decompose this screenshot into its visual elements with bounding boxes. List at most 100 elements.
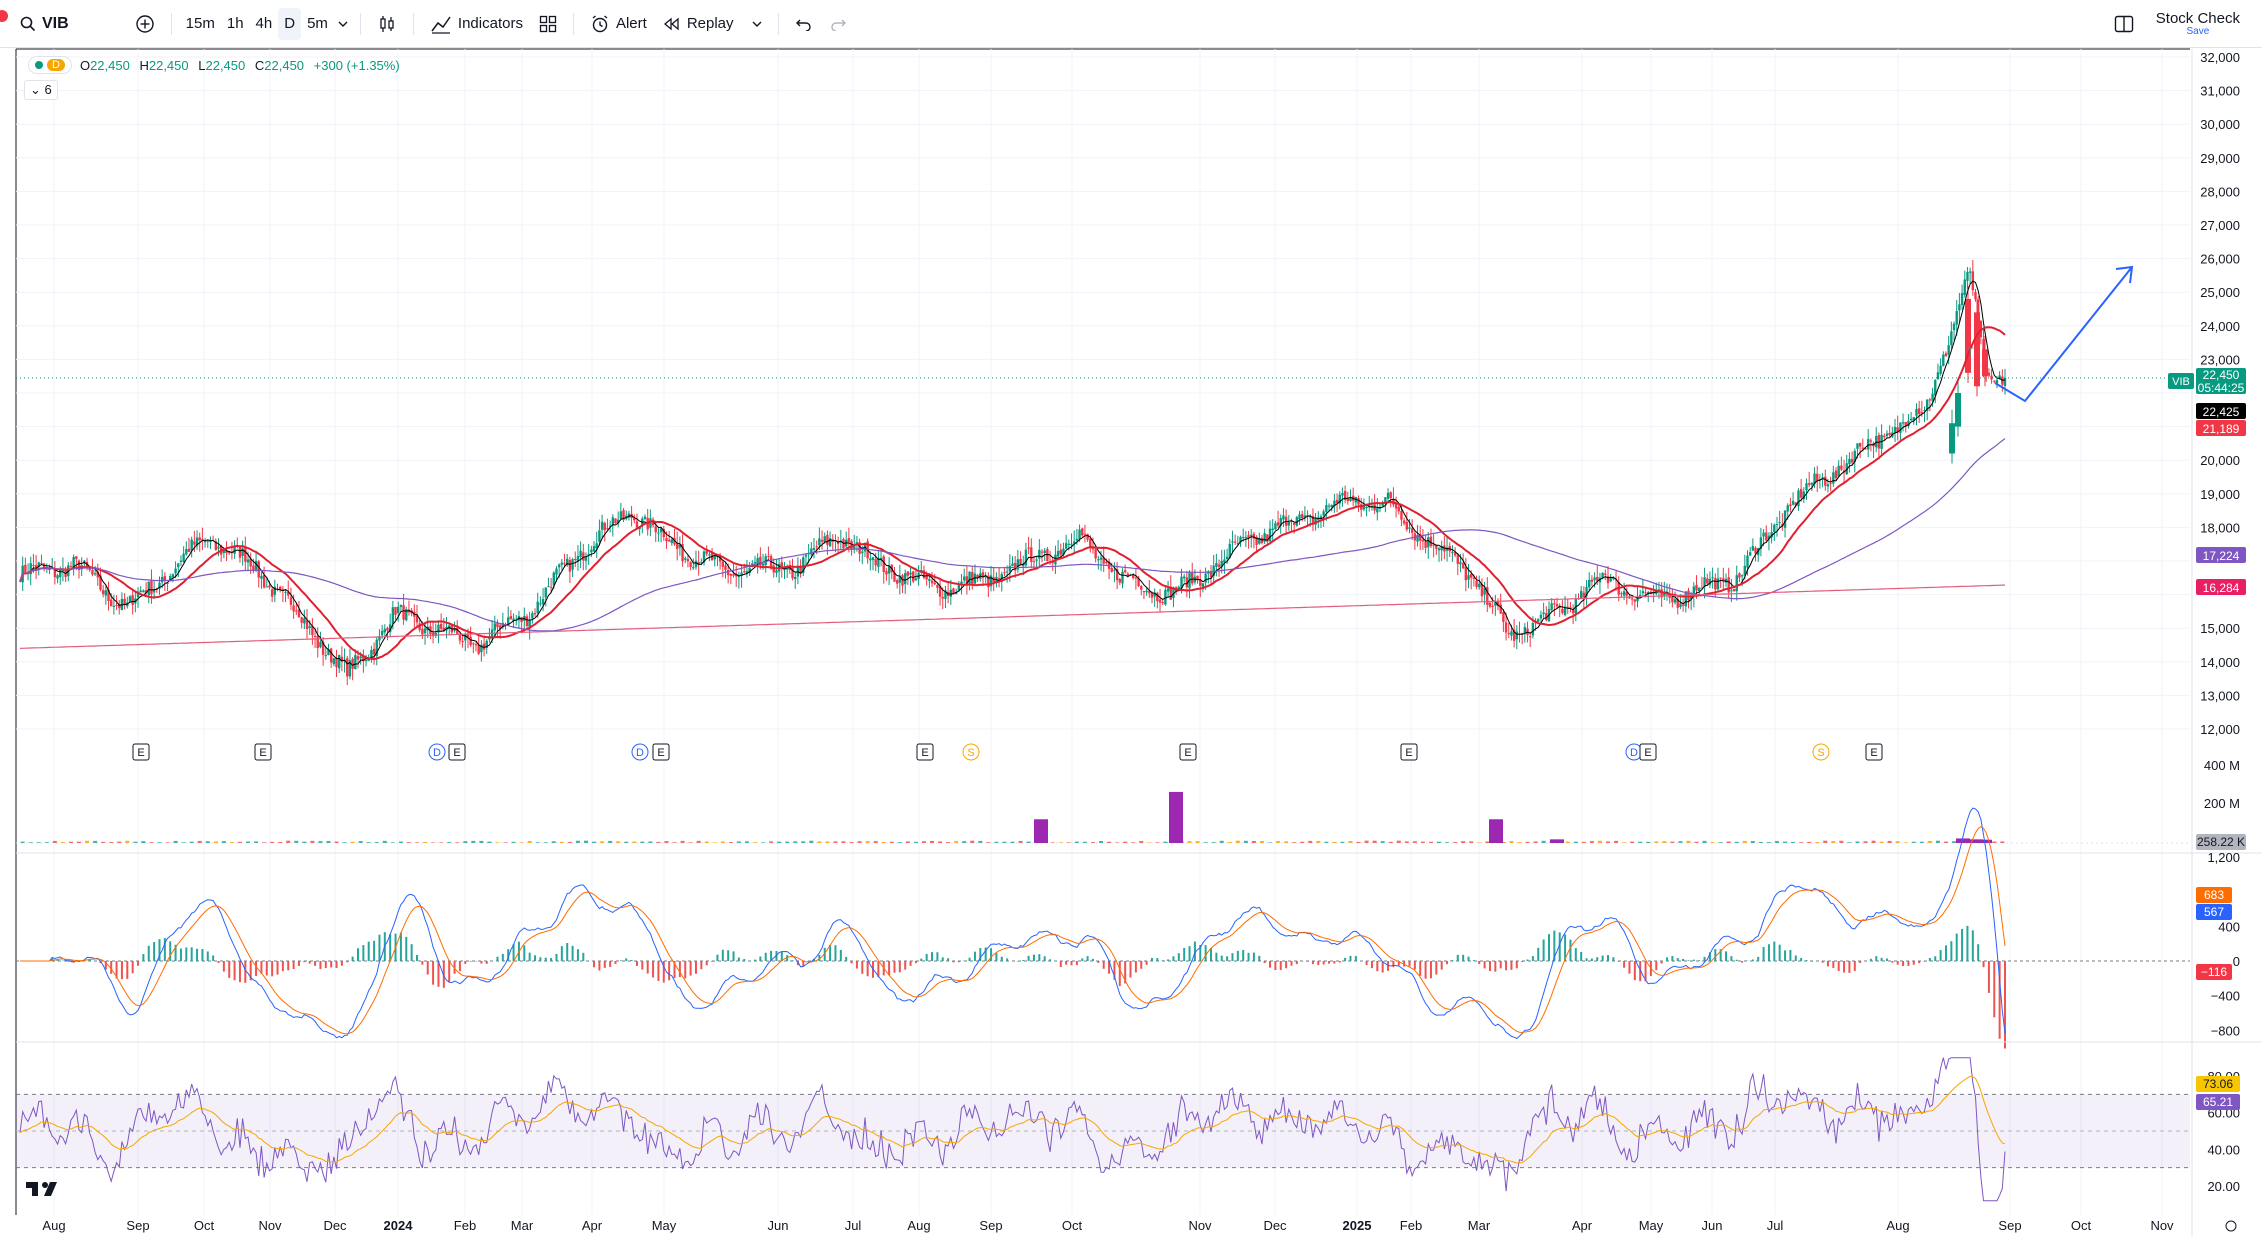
layout-name-button[interactable]: Stock Check Save xyxy=(2156,11,2240,37)
price-tick: 32,000 xyxy=(2200,50,2240,65)
macd-hist-bar xyxy=(1730,956,1732,961)
macd-hist-bar xyxy=(733,951,735,961)
volume-bar xyxy=(809,841,813,843)
compare-button[interactable] xyxy=(127,8,163,40)
candle xyxy=(188,549,190,552)
macd-hist-bar xyxy=(700,961,702,969)
candle xyxy=(925,576,927,579)
macd-hist-bar xyxy=(1409,961,1411,966)
candle xyxy=(861,551,863,553)
macd-hist-bar xyxy=(647,961,649,974)
candle xyxy=(263,575,265,587)
macd-hist-bar xyxy=(926,954,928,961)
macd-hist-bar xyxy=(1848,961,1850,973)
candle xyxy=(936,585,938,588)
macd-hist-bar xyxy=(180,949,182,961)
candle xyxy=(475,644,477,645)
layouts-button[interactable] xyxy=(531,8,565,40)
undo-button[interactable] xyxy=(787,8,821,40)
volume-bar xyxy=(294,841,298,843)
candle xyxy=(1800,489,1802,498)
candle xyxy=(547,586,549,587)
divider xyxy=(171,13,172,35)
save-label: Save xyxy=(2187,27,2210,38)
replay-button[interactable]: Replay xyxy=(655,8,770,40)
macd-hist-bar xyxy=(1527,960,1529,961)
candle xyxy=(1076,539,1078,541)
macd-hist-bar xyxy=(1532,956,1534,961)
candle xyxy=(743,571,745,572)
candle xyxy=(1502,612,1504,622)
price-tick: 24,000 xyxy=(2200,319,2240,334)
timeframe-15m[interactable]: 15m xyxy=(180,8,221,40)
indicators-button[interactable]: Indicators xyxy=(422,8,531,40)
chart-type-button[interactable] xyxy=(369,8,405,40)
macd-hist-bar xyxy=(1489,961,1491,971)
redo-button[interactable] xyxy=(821,8,855,40)
candle xyxy=(1070,544,1072,546)
indicators-collapse-toggle[interactable]: ⌄ 6 xyxy=(24,80,58,100)
macd-hist-bar xyxy=(1038,954,1040,961)
volume-bar xyxy=(182,842,186,843)
macd-hist-bar xyxy=(851,961,853,963)
price-badge-label: 17,224 xyxy=(2203,549,2240,563)
volume-bar xyxy=(1139,841,1143,843)
status-pill[interactable]: D xyxy=(28,56,72,74)
candle xyxy=(1328,506,1330,507)
macd-hist-bar xyxy=(277,961,279,975)
candle xyxy=(762,564,764,566)
timeframe-d[interactable]: D xyxy=(278,8,301,40)
layout-toggle-button[interactable] xyxy=(2106,8,2142,40)
candle xyxy=(1899,423,1901,433)
candle xyxy=(131,595,133,605)
candle xyxy=(1859,443,1861,447)
candle xyxy=(110,600,112,607)
candle xyxy=(531,613,533,618)
candle xyxy=(209,541,211,542)
timeframe-dropdown[interactable] xyxy=(334,8,352,40)
volume-bar xyxy=(1252,841,1256,843)
candle xyxy=(1009,566,1011,572)
volume-bar xyxy=(1421,842,1425,843)
candle xyxy=(1776,524,1778,525)
alert-button[interactable]: Alert xyxy=(582,8,655,40)
macd-hist-bar xyxy=(840,950,842,961)
alarm-clock-icon xyxy=(590,14,610,34)
volume-bar xyxy=(1550,839,1564,843)
candle xyxy=(1400,511,1402,520)
volume-bar xyxy=(753,842,757,843)
timeframe-4h[interactable]: 4h xyxy=(250,8,279,40)
macd-hist-bar xyxy=(1945,945,1947,961)
candle xyxy=(1604,574,1606,575)
macd-hist-bar xyxy=(1414,961,1416,969)
timeframe-1h[interactable]: 1h xyxy=(221,8,250,40)
macd-hist-bar xyxy=(427,961,429,975)
macd-hist-bar xyxy=(684,961,686,978)
timeframe-5m[interactable]: 5m xyxy=(301,8,334,40)
volume-bar xyxy=(77,842,81,843)
candle xyxy=(40,563,42,564)
candle xyxy=(968,572,970,584)
candle xyxy=(1288,522,1290,526)
volume-bar xyxy=(1196,841,1200,843)
candle xyxy=(574,559,576,560)
macd-hist-bar xyxy=(577,949,579,961)
volume-bar xyxy=(383,841,387,843)
candle xyxy=(1862,448,1864,449)
volume-bar xyxy=(2000,841,2004,843)
volume-bar xyxy=(970,841,974,843)
time-label: Feb xyxy=(1400,1218,1422,1233)
macd-hist-bar xyxy=(867,961,869,976)
macd-hist-bar xyxy=(421,961,423,965)
candle xyxy=(1422,540,1424,542)
volume-badge-label: 258.22 K xyxy=(2197,835,2245,849)
symbol-search[interactable]: VIB xyxy=(12,8,77,40)
macd-hist-bar xyxy=(341,961,343,966)
macd-hist-bar xyxy=(1103,961,1105,969)
macd-hist-bar xyxy=(287,961,289,970)
macd-hist-bar xyxy=(743,959,745,961)
macd-hist-bar xyxy=(1028,956,1030,961)
macd-hist-bar xyxy=(132,961,134,973)
